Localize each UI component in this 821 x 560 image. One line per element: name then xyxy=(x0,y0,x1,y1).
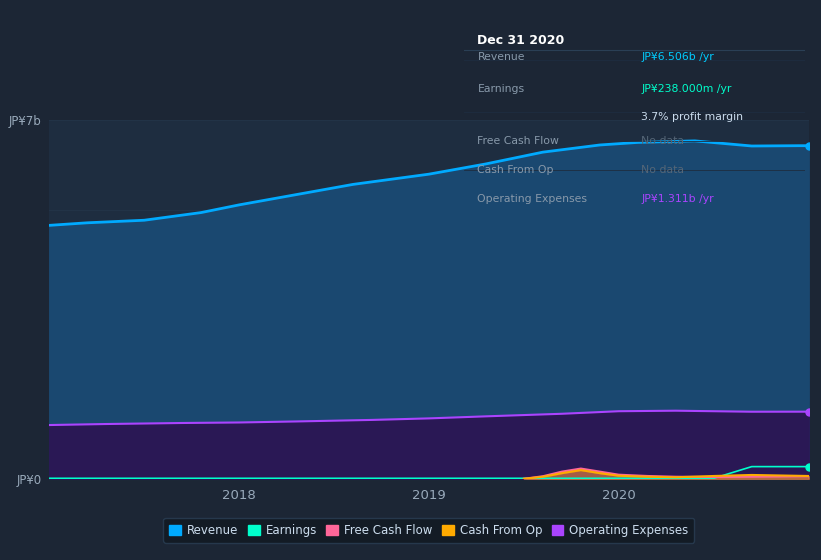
Text: Dec 31 2020: Dec 31 2020 xyxy=(478,34,565,46)
Text: JP¥238.000m /yr: JP¥238.000m /yr xyxy=(641,85,732,94)
Text: Earnings: Earnings xyxy=(478,85,525,94)
Text: Operating Expenses: Operating Expenses xyxy=(478,194,588,204)
Text: JP¥6.506b /yr: JP¥6.506b /yr xyxy=(641,52,713,62)
Text: 3.7% profit margin: 3.7% profit margin xyxy=(641,112,743,122)
Text: JP¥1.311b /yr: JP¥1.311b /yr xyxy=(641,194,713,204)
Text: Free Cash Flow: Free Cash Flow xyxy=(478,136,559,146)
Legend: Revenue, Earnings, Free Cash Flow, Cash From Op, Operating Expenses: Revenue, Earnings, Free Cash Flow, Cash … xyxy=(163,518,695,543)
Text: Cash From Op: Cash From Op xyxy=(478,165,554,175)
Text: Revenue: Revenue xyxy=(478,52,525,62)
Text: No data: No data xyxy=(641,165,684,175)
Text: No data: No data xyxy=(641,136,684,146)
